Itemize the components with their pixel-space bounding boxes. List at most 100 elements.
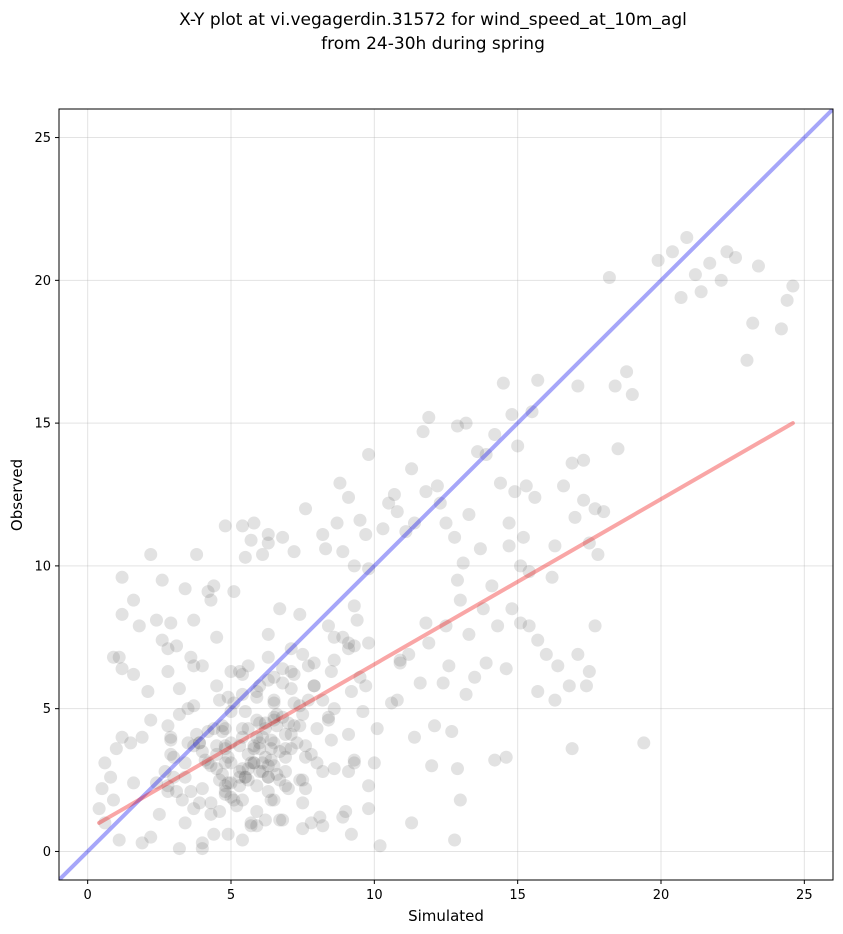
data-point bbox=[187, 613, 201, 627]
data-point bbox=[307, 679, 321, 693]
data-point bbox=[729, 250, 743, 264]
data-point bbox=[256, 547, 270, 561]
data-point bbox=[310, 722, 324, 736]
data-point bbox=[399, 525, 413, 539]
data-point bbox=[281, 716, 295, 730]
scatter-points bbox=[92, 231, 800, 856]
data-point bbox=[278, 779, 292, 793]
data-point bbox=[565, 456, 579, 470]
data-point bbox=[577, 493, 591, 507]
data-point bbox=[221, 750, 235, 764]
data-point bbox=[207, 722, 221, 736]
data-point bbox=[281, 782, 295, 796]
data-point bbox=[218, 756, 232, 770]
data-point bbox=[141, 685, 155, 699]
data-point bbox=[250, 804, 264, 818]
data-point bbox=[522, 619, 536, 633]
data-point bbox=[207, 827, 221, 841]
data-point bbox=[276, 710, 290, 724]
data-point bbox=[256, 764, 270, 778]
data-point bbox=[218, 519, 232, 533]
data-point bbox=[347, 639, 361, 653]
data-point bbox=[350, 613, 364, 627]
data-point bbox=[115, 607, 129, 621]
data-point bbox=[453, 593, 467, 607]
data-point bbox=[296, 796, 310, 810]
data-point bbox=[362, 562, 376, 576]
x-axis-label: Simulated bbox=[408, 907, 484, 925]
data-point bbox=[187, 699, 201, 713]
data-point bbox=[267, 736, 281, 750]
data-point bbox=[267, 793, 281, 807]
data-point bbox=[218, 784, 232, 798]
data-point bbox=[442, 659, 456, 673]
data-point bbox=[195, 842, 209, 856]
data-point bbox=[256, 756, 270, 770]
data-point bbox=[92, 802, 106, 816]
data-point bbox=[218, 722, 232, 736]
data-point bbox=[195, 782, 209, 796]
data-point bbox=[98, 756, 112, 770]
data-point bbox=[238, 770, 252, 784]
data-point bbox=[227, 696, 241, 710]
data-point bbox=[568, 510, 582, 524]
data-point bbox=[531, 685, 545, 699]
data-point bbox=[496, 376, 510, 390]
data-point bbox=[422, 410, 436, 424]
data-point bbox=[499, 662, 513, 676]
data-point bbox=[233, 665, 247, 679]
data-point bbox=[155, 573, 169, 587]
data-point bbox=[201, 756, 215, 770]
data-point bbox=[390, 505, 404, 519]
data-point bbox=[230, 799, 244, 813]
data-point bbox=[210, 630, 224, 644]
data-point bbox=[184, 784, 198, 798]
data-point bbox=[267, 696, 281, 710]
data-point bbox=[373, 839, 387, 853]
data-point bbox=[347, 559, 361, 573]
data-point bbox=[488, 428, 502, 442]
x-tick-label: 0 bbox=[84, 888, 92, 903]
data-point bbox=[694, 285, 708, 299]
data-point bbox=[514, 616, 528, 630]
data-point bbox=[342, 636, 356, 650]
data-point bbox=[144, 547, 158, 561]
data-point bbox=[516, 530, 530, 544]
data-point bbox=[591, 547, 605, 561]
data-point bbox=[321, 619, 335, 633]
data-point bbox=[195, 836, 209, 850]
data-point bbox=[407, 516, 421, 530]
data-point bbox=[571, 379, 585, 393]
data-point bbox=[319, 542, 333, 556]
data-point bbox=[462, 507, 476, 521]
y-tick-label: 10 bbox=[34, 559, 51, 574]
data-point bbox=[436, 676, 450, 690]
data-point bbox=[342, 642, 356, 656]
data-point bbox=[342, 490, 356, 504]
data-point bbox=[261, 650, 275, 664]
data-point bbox=[625, 388, 639, 402]
data-point bbox=[213, 804, 227, 818]
data-point bbox=[264, 793, 278, 807]
data-point bbox=[144, 830, 158, 844]
data-point bbox=[476, 602, 490, 616]
data-point bbox=[178, 756, 192, 770]
data-point bbox=[439, 516, 453, 530]
data-point bbox=[204, 593, 218, 607]
data-point bbox=[115, 570, 129, 584]
data-point bbox=[471, 445, 485, 459]
data-point bbox=[124, 736, 138, 750]
data-point bbox=[680, 231, 694, 244]
data-point bbox=[276, 813, 290, 827]
data-point bbox=[204, 807, 218, 821]
data-point bbox=[597, 505, 611, 519]
data-point bbox=[247, 756, 261, 770]
data-point bbox=[172, 842, 186, 856]
data-point bbox=[267, 713, 281, 727]
data-point bbox=[235, 687, 249, 701]
data-point bbox=[433, 496, 447, 510]
data-point bbox=[284, 682, 298, 696]
data-point bbox=[376, 522, 390, 536]
data-point bbox=[488, 753, 502, 767]
data-point bbox=[164, 747, 178, 761]
